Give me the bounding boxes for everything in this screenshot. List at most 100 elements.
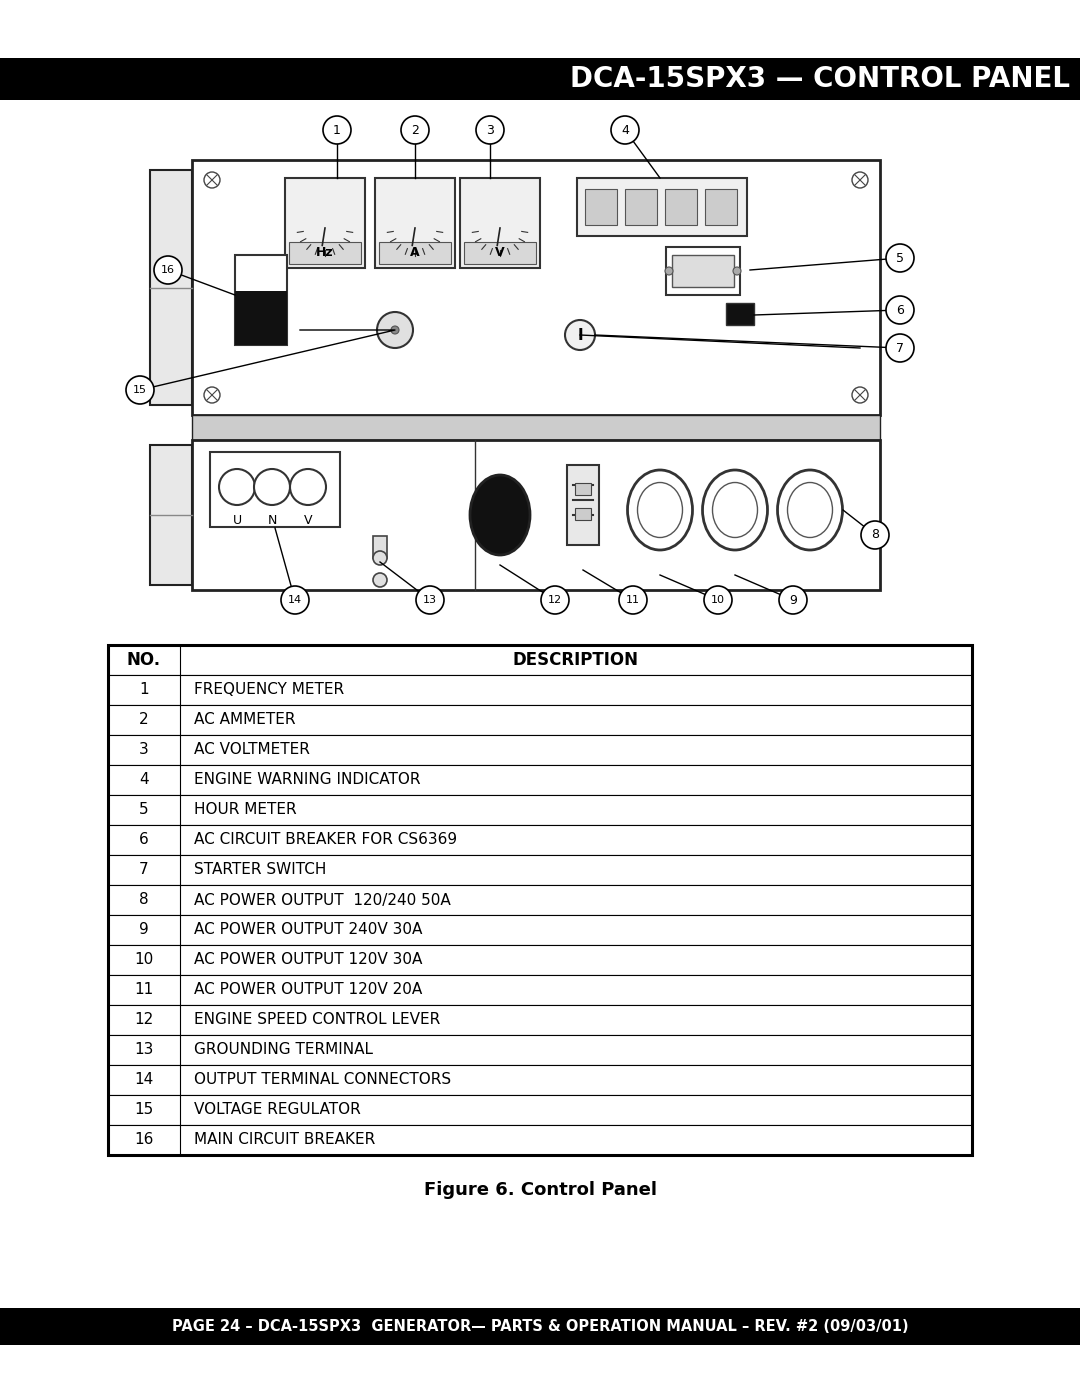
Text: V: V [303, 514, 312, 527]
Bar [108, 766, 972, 795]
Circle shape [861, 521, 889, 549]
Bar [0, 1308, 1080, 1345]
Circle shape [204, 172, 220, 189]
Text: PAGE 24 – DCA-15SPX3  GENERATOR— PARTS & OPERATION MANUAL – REV. #2 (09/03/01): PAGE 24 – DCA-15SPX3 GENERATOR— PARTS & … [172, 1319, 908, 1334]
Text: 13: 13 [423, 595, 437, 605]
Text: AC POWER OUTPUT  120/240 50A: AC POWER OUTPUT 120/240 50A [194, 893, 450, 908]
Bar [108, 826, 972, 855]
Text: 4: 4 [139, 773, 149, 788]
Bar [285, 177, 365, 268]
Text: Hz: Hz [316, 246, 334, 258]
Circle shape [565, 320, 595, 351]
Text: STARTER SWITCH: STARTER SWITCH [194, 862, 326, 877]
Text: 10: 10 [134, 953, 153, 968]
Text: FREQUENCY METER: FREQUENCY METER [194, 683, 345, 697]
Circle shape [416, 585, 444, 615]
Circle shape [852, 172, 868, 189]
Text: ENGINE WARNING INDICATOR: ENGINE WARNING INDICATOR [194, 773, 420, 788]
Bar [108, 1035, 972, 1065]
Circle shape [733, 267, 741, 275]
Text: 2: 2 [139, 712, 149, 728]
Text: 13: 13 [134, 1042, 153, 1058]
Circle shape [476, 116, 504, 144]
Bar [108, 1125, 972, 1155]
Circle shape [126, 376, 154, 404]
Bar [108, 855, 972, 886]
Circle shape [886, 296, 914, 324]
Text: 7: 7 [139, 862, 149, 877]
Text: 14: 14 [134, 1073, 153, 1087]
Bar [108, 975, 972, 1004]
Text: DESCRIPTION: DESCRIPTION [513, 651, 639, 669]
Text: 1: 1 [139, 683, 149, 697]
Bar [464, 242, 536, 264]
Text: 15: 15 [133, 386, 147, 395]
Bar [460, 177, 540, 268]
Circle shape [323, 116, 351, 144]
Text: NO.: NO. [127, 651, 161, 669]
Bar [289, 242, 361, 264]
Bar [108, 645, 972, 675]
Text: AC POWER OUTPUT 240V 30A: AC POWER OUTPUT 240V 30A [194, 922, 422, 937]
Circle shape [377, 312, 413, 348]
Bar [108, 675, 972, 705]
Bar [575, 509, 591, 520]
Text: AC VOLTMETER: AC VOLTMETER [194, 742, 310, 757]
Bar [150, 170, 192, 405]
Ellipse shape [702, 469, 768, 550]
Bar [585, 189, 617, 225]
Circle shape [886, 244, 914, 272]
Circle shape [704, 585, 732, 615]
Text: GROUNDING TERMINAL: GROUNDING TERMINAL [194, 1042, 373, 1058]
Circle shape [154, 256, 183, 284]
Text: ENGINE SPEED CONTROL LEVER: ENGINE SPEED CONTROL LEVER [194, 1013, 441, 1028]
Text: 6: 6 [139, 833, 149, 848]
Bar [108, 735, 972, 766]
Text: 3: 3 [486, 123, 494, 137]
Bar [567, 465, 599, 545]
Bar [379, 242, 451, 264]
Circle shape [254, 469, 291, 504]
Text: V: V [496, 246, 504, 258]
Ellipse shape [627, 469, 692, 550]
Bar [192, 415, 880, 440]
Text: 6: 6 [896, 303, 904, 317]
Bar [666, 247, 740, 295]
Text: U: U [232, 514, 242, 527]
Circle shape [219, 469, 255, 504]
Circle shape [779, 585, 807, 615]
Bar [235, 291, 287, 345]
Bar [150, 446, 192, 585]
Text: 5: 5 [896, 251, 904, 264]
Bar [625, 189, 657, 225]
Bar [210, 453, 340, 527]
Circle shape [541, 585, 569, 615]
Text: 14: 14 [288, 595, 302, 605]
Text: AC AMMETER: AC AMMETER [194, 712, 296, 728]
Ellipse shape [470, 475, 530, 555]
Text: 16: 16 [161, 265, 175, 275]
Circle shape [619, 585, 647, 615]
Text: 1: 1 [333, 123, 341, 137]
Circle shape [665, 267, 673, 275]
Bar [108, 645, 972, 1155]
Text: 12: 12 [134, 1013, 153, 1028]
Text: AC POWER OUTPUT 120V 30A: AC POWER OUTPUT 120V 30A [194, 953, 422, 968]
Text: 10: 10 [711, 595, 725, 605]
Bar [373, 536, 387, 557]
Ellipse shape [778, 469, 842, 550]
Circle shape [886, 334, 914, 362]
Text: VOLTAGE REGULATOR: VOLTAGE REGULATOR [194, 1102, 361, 1118]
Bar [192, 161, 880, 415]
Circle shape [204, 387, 220, 402]
Text: 15: 15 [134, 1102, 153, 1118]
Circle shape [281, 585, 309, 615]
Text: 7: 7 [896, 341, 904, 355]
Text: HOUR METER: HOUR METER [194, 802, 297, 817]
Circle shape [373, 550, 387, 564]
Text: 5: 5 [139, 802, 149, 817]
Text: 4: 4 [621, 123, 629, 137]
Bar [575, 483, 591, 495]
Text: 11: 11 [626, 595, 640, 605]
Bar [672, 256, 734, 286]
